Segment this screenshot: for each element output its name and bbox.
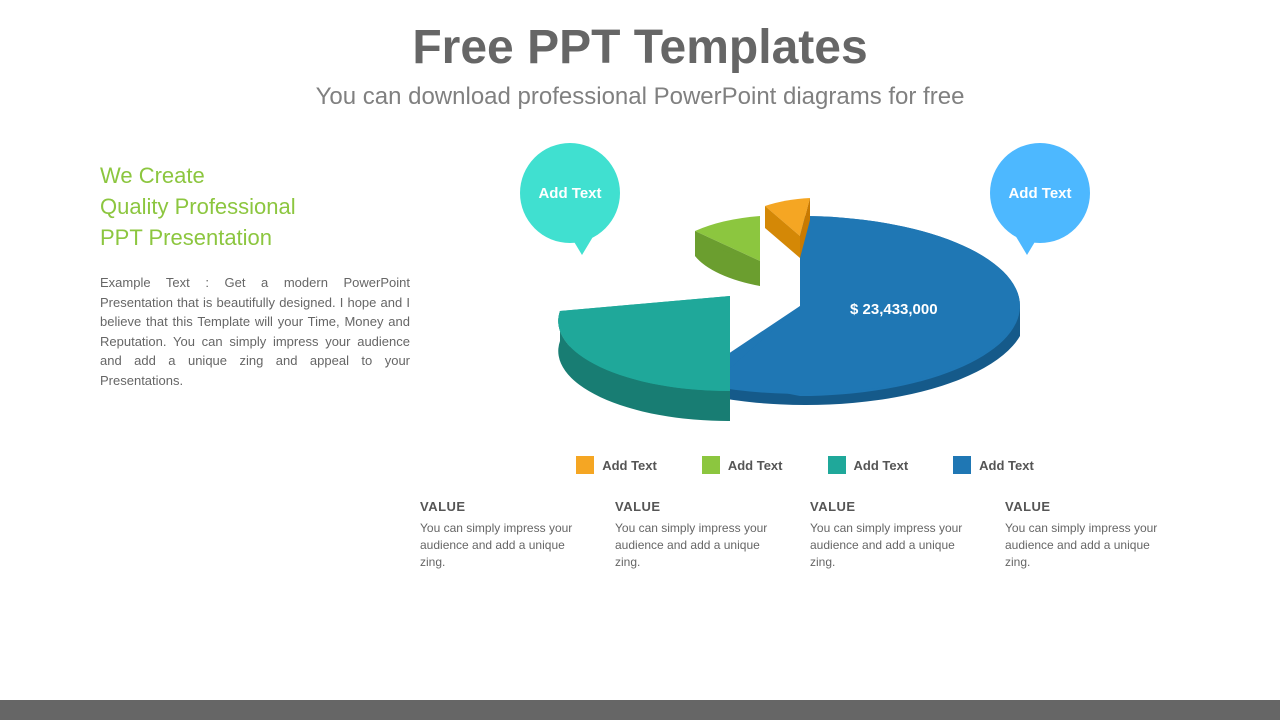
left-body-text: Example Text : Get a modern PowerPoint P… bbox=[100, 273, 410, 390]
callout-bubble-left: Add Text bbox=[520, 143, 620, 243]
value-col: VALUE You can simply impress your audien… bbox=[615, 499, 780, 570]
value-title: VALUE bbox=[615, 499, 780, 514]
left-heading: We Create Quality Professional PPT Prese… bbox=[100, 161, 410, 253]
legend-label: Add Text bbox=[602, 458, 657, 473]
slice-green bbox=[695, 216, 760, 286]
slice-teal bbox=[558, 296, 730, 421]
footer-bar bbox=[0, 700, 1280, 720]
page-subtitle: You can download professional PowerPoint… bbox=[0, 83, 1280, 111]
value-desc: You can simply impress your audience and… bbox=[1005, 520, 1170, 570]
left-panel: We Create Quality Professional PPT Prese… bbox=[100, 161, 410, 570]
legend-item-teal: Add Text bbox=[828, 456, 909, 474]
legend-item-green: Add Text bbox=[702, 456, 783, 474]
value-desc: You can simply impress your audience and… bbox=[420, 520, 585, 570]
bubble-right-text: Add Text bbox=[1008, 185, 1071, 202]
value-title: VALUE bbox=[1005, 499, 1170, 514]
value-columns: VALUE You can simply impress your audien… bbox=[410, 499, 1200, 570]
legend-label: Add Text bbox=[728, 458, 783, 473]
right-panel: Add Text Add Text $ 23,433,000 Add Text … bbox=[410, 161, 1200, 570]
legend-item-orange: Add Text bbox=[576, 456, 657, 474]
swatch-icon bbox=[953, 456, 971, 474]
legend: Add Text Add Text Add Text Add Text bbox=[410, 456, 1200, 474]
swatch-icon bbox=[828, 456, 846, 474]
content-area: We Create Quality Professional PPT Prese… bbox=[0, 111, 1280, 570]
bubble-left-text: Add Text bbox=[538, 185, 601, 202]
callout-bubble-right: Add Text bbox=[990, 143, 1090, 243]
legend-label: Add Text bbox=[854, 458, 909, 473]
swatch-icon bbox=[576, 456, 594, 474]
value-col: VALUE You can simply impress your audien… bbox=[420, 499, 585, 570]
value-desc: You can simply impress your audience and… bbox=[615, 520, 780, 570]
legend-label: Add Text bbox=[979, 458, 1034, 473]
value-title: VALUE bbox=[420, 499, 585, 514]
value-col: VALUE You can simply impress your audien… bbox=[810, 499, 975, 570]
swatch-icon bbox=[702, 456, 720, 474]
page-title: Free PPT Templates bbox=[0, 20, 1280, 75]
value-title: VALUE bbox=[810, 499, 975, 514]
pie-chart: Add Text Add Text $ 23,433,000 bbox=[450, 161, 1130, 441]
header: Free PPT Templates You can download prof… bbox=[0, 0, 1280, 111]
legend-item-blue: Add Text bbox=[953, 456, 1034, 474]
value-desc: You can simply impress your audience and… bbox=[810, 520, 975, 570]
value-col: VALUE You can simply impress your audien… bbox=[1005, 499, 1170, 570]
chart-center-value: $ 23,433,000 bbox=[850, 301, 938, 318]
